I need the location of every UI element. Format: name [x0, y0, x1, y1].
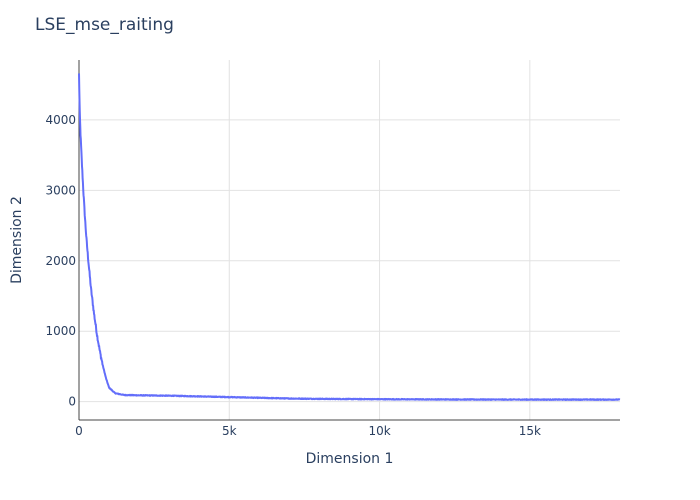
- x-axis-title: Dimension 1: [306, 451, 394, 467]
- x-tick-label: 15k: [519, 424, 541, 438]
- tick-labels: 0 5k 10k 15k 0 1000 2000 3000 4000: [45, 113, 541, 438]
- y-tick-label: 2000: [45, 254, 76, 268]
- x-tick-label: 0: [75, 424, 83, 438]
- y-tick-label: 0: [68, 395, 76, 409]
- gridlines: [79, 60, 620, 420]
- y-axis-title: Dimension 2: [9, 196, 25, 284]
- series-layer: [78, 73, 621, 401]
- x-tick-label: 5k: [222, 424, 237, 438]
- chart-title: LSE_mse_raiting: [35, 15, 174, 35]
- y-tick-label: 4000: [45, 113, 76, 127]
- axes: [78, 60, 620, 421]
- y-tick-label: 3000: [45, 183, 76, 197]
- y-tick-label: 1000: [45, 324, 76, 338]
- x-tick-label: 10k: [368, 424, 390, 438]
- series-line: [78, 73, 621, 401]
